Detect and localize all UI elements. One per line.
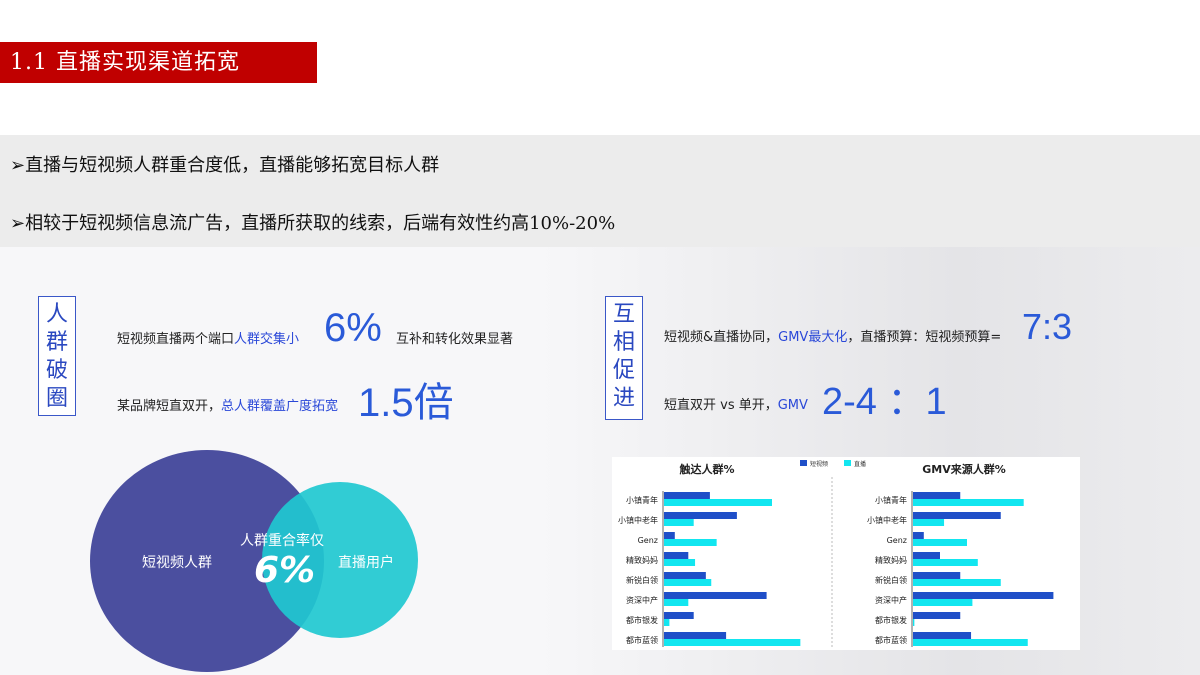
legend-swatch-short-video: [800, 460, 807, 466]
bar-short-video: [664, 572, 706, 579]
bar-live: [913, 579, 1001, 586]
bar-live: [913, 519, 945, 526]
bar-live: [664, 539, 717, 546]
bar-live: [664, 559, 696, 566]
category-label: 小镇青年: [626, 495, 658, 505]
left-line-1-tail: 互补和转化效果显著: [396, 332, 514, 347]
chart-panel: 触达人群% 小镇青年小镇中老年 Genz 精致妈妈新锐白领资深中产都市银发都市蓝领 GM…: [612, 457, 1080, 650]
bar-live: [913, 499, 1024, 506]
category-label: 小镇中老年: [618, 515, 658, 525]
summary-band: ➢直播与短视频人群重合度低，直播能够拓宽目标人群 ➢相较于短视频信息流广告，直播…: [0, 135, 1200, 247]
bar-short-video: [664, 632, 727, 639]
chart-title: 触达人群%: [678, 462, 734, 476]
category-label: 精致妈妈: [875, 555, 907, 565]
bar-short-video: [664, 592, 767, 599]
bar-live: [913, 599, 973, 606]
bar-live: [664, 639, 801, 646]
venn-right-circle: [262, 482, 418, 638]
left-big-2: 1.5倍: [358, 381, 454, 425]
legend-label: 短视频: [810, 460, 828, 468]
legend-swatch-live: [844, 460, 851, 466]
category-label: 资深中产: [875, 595, 907, 605]
category-label: 都市蓝领: [875, 635, 907, 645]
label-box-synergy: 互相促进: [605, 296, 643, 420]
category-label: Genz: [887, 536, 907, 545]
bar-live: [913, 559, 978, 566]
page-title: 1.1 直播实现渠道拓宽: [0, 42, 317, 83]
category-label: 都市银发: [626, 615, 658, 625]
bar-short-video: [913, 512, 1001, 519]
bar-live: [664, 579, 712, 586]
category-label: 小镇青年: [875, 495, 907, 505]
bar-short-video: [913, 532, 924, 539]
category-label: 都市蓝领: [626, 635, 658, 645]
bar-live: [664, 619, 670, 626]
bar-short-video: [664, 552, 689, 559]
bar-short-video: [913, 572, 961, 579]
chart-title: GMV来源人群%: [922, 462, 1006, 476]
category-label: Genz: [638, 536, 658, 545]
right-big-1: 7:3: [1022, 306, 1073, 347]
bar-short-video: [664, 612, 694, 619]
category-label: 资深中产: [626, 595, 658, 605]
category-label: 新锐白领: [626, 575, 658, 585]
bar-live: [664, 499, 772, 506]
category-label: 都市银发: [875, 615, 907, 625]
category-label: 新锐白领: [875, 575, 907, 585]
bullet-1: ➢直播与短视频人群重合度低，直播能够拓宽目标人群: [10, 155, 440, 176]
venn-overlap-value: 6%: [254, 550, 316, 591]
bar-short-video: [913, 492, 961, 499]
bullet-2: ➢相较于短视频信息流广告，直播所获取的线索，后端有效性约高10%-20%: [10, 213, 616, 234]
bar-short-video: [913, 592, 1054, 599]
venn-left-label: 短视频人群: [142, 555, 212, 571]
bar-short-video: [913, 552, 940, 559]
bar-short-video: [664, 532, 675, 539]
right-line-2: 短直双开 vs 单开，GMV: [664, 398, 808, 413]
left-line-1: 短视频直播两个端口人群交集小: [117, 332, 300, 347]
bar-live: [913, 619, 915, 626]
legend-label: 直播: [854, 460, 866, 468]
bar-live: [664, 519, 694, 526]
bar-short-video: [913, 612, 961, 619]
venn-overlap-label: 人群重合率仅: [240, 533, 324, 549]
left-big-1: 6%: [324, 306, 382, 350]
left-line-2: 某品牌短直双开，总人群覆盖广度拓宽: [117, 399, 339, 414]
right-big-2: 2-4 ：1: [822, 381, 947, 423]
venn-right-label: 直播用户: [338, 555, 394, 571]
bar-live: [913, 539, 967, 546]
right-line-1: 短视频&直播协同，GMV最大化，直播预算：短视频预算=: [664, 330, 1002, 345]
bar-short-video: [913, 632, 972, 639]
category-label: 小镇中老年: [867, 515, 907, 525]
bar-short-video: [664, 512, 737, 519]
category-label: 精致妈妈: [626, 555, 658, 565]
bar-live: [664, 599, 689, 606]
label-box-breakout: 人群破圈: [38, 296, 76, 416]
bar-live: [913, 639, 1028, 646]
bar-short-video: [664, 492, 710, 499]
